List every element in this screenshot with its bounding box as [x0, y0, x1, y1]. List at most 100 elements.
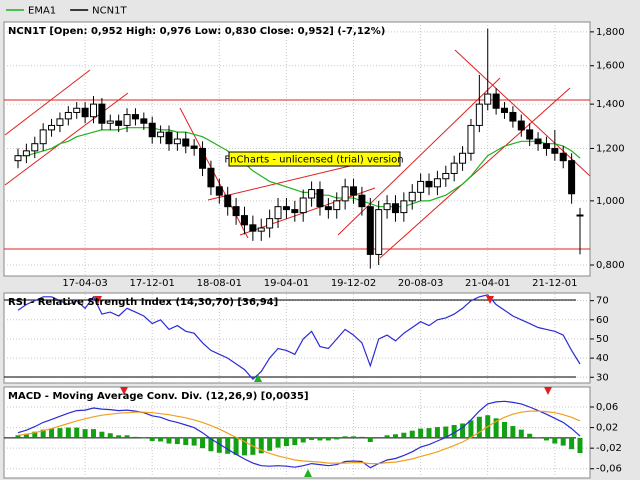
- y-tick-label: 0,06: [596, 402, 618, 413]
- histogram-bar: [141, 437, 147, 439]
- histogram-bar: [367, 437, 373, 442]
- candle-body: [56, 118, 64, 126]
- histogram-bar: [258, 437, 264, 454]
- candle-body: [299, 197, 307, 214]
- histogram-bar: [174, 437, 180, 445]
- x-tick-label: 19-04-01: [264, 278, 309, 289]
- histogram-bar: [560, 437, 566, 446]
- candle-body: [106, 120, 114, 124]
- candle-body: [408, 191, 416, 202]
- trend-line: [4, 69, 91, 136]
- legend: EMA1 NCN1T: [6, 6, 127, 17]
- series-line: [17, 410, 581, 465]
- histogram-bar: [418, 428, 424, 438]
- candle-body: [534, 138, 542, 145]
- buy-marker: [304, 469, 312, 477]
- candle-body: [350, 186, 358, 196]
- candle-body: [308, 189, 316, 199]
- histogram-bar: [15, 435, 21, 438]
- histogram-bar: [577, 437, 583, 454]
- candle-body: [467, 124, 475, 154]
- x-tick-label: 17-04-03: [62, 278, 107, 289]
- series-line: [18, 127, 581, 208]
- histogram-bar: [460, 423, 466, 438]
- histogram-bar: [200, 437, 206, 449]
- candle-body: [148, 122, 156, 138]
- candle-body: [249, 224, 257, 232]
- candle-body: [274, 206, 282, 220]
- histogram-bar: [292, 437, 298, 446]
- candle-body: [182, 138, 190, 147]
- y-tick-label: 30: [596, 372, 609, 383]
- x-tick-label: 19-12-02: [331, 278, 376, 289]
- histogram-bar: [283, 437, 289, 447]
- candle-body: [199, 147, 207, 169]
- candle-body: [48, 124, 56, 131]
- trend-line: [454, 49, 591, 177]
- histogram-bar: [267, 437, 273, 451]
- histogram-bar: [132, 436, 138, 438]
- trend-line: [239, 187, 376, 236]
- candle-body: [224, 194, 232, 208]
- histogram-bar: [65, 427, 71, 438]
- trend-line: [379, 87, 571, 259]
- candle-body: [14, 155, 22, 162]
- candle-body: [98, 103, 106, 124]
- sell-marker: [94, 296, 102, 304]
- candle-body: [568, 160, 576, 195]
- y-tick-label: -0,06: [596, 464, 622, 475]
- histogram-bar: [518, 429, 524, 438]
- x-tick-label: 21-04-01: [465, 278, 510, 289]
- trend-line: [4, 92, 129, 186]
- series-line: [17, 400, 581, 469]
- histogram-bar: [233, 437, 239, 455]
- candle-body: [501, 107, 509, 113]
- trend-line: [207, 159, 376, 201]
- candle-body: [526, 129, 534, 140]
- histogram-bar: [468, 420, 474, 438]
- histogram-bar: [57, 428, 63, 438]
- histogram-bar: [208, 437, 214, 452]
- candle-body: [324, 206, 332, 211]
- y-tick-label: -0,02: [596, 443, 622, 454]
- marks-layer: [4, 28, 584, 469]
- candle-body: [22, 150, 30, 157]
- histogram-bar: [32, 431, 38, 438]
- candle-body: [383, 203, 391, 211]
- candle-body: [39, 129, 47, 145]
- histogram-bar: [124, 435, 130, 438]
- price-panel: [3, 21, 591, 277]
- candle-body: [31, 143, 39, 152]
- candle-body: [157, 131, 165, 138]
- y-tick-label: 70: [596, 296, 609, 307]
- y-tick-label: 1,400: [596, 99, 625, 110]
- x-tick-label: 20-08-03: [398, 278, 443, 289]
- candle-body: [291, 209, 299, 214]
- histogram-bar: [166, 437, 172, 444]
- x-tick-label: 21-12-01: [532, 278, 577, 289]
- candle-body: [333, 200, 341, 211]
- histogram-bar: [359, 436, 365, 438]
- y-tick-label: 0,02: [596, 423, 618, 434]
- candle-body: [576, 214, 584, 217]
- candle-body: [165, 131, 173, 145]
- histogram-bar: [342, 436, 348, 438]
- candle-body: [425, 180, 433, 188]
- histogram-bar: [434, 427, 440, 438]
- histogram-bar: [443, 426, 449, 438]
- candle-body: [391, 203, 399, 214]
- candle-body: [433, 178, 441, 188]
- candle-body: [190, 145, 198, 149]
- legend-label: NCN1T: [92, 6, 127, 17]
- candle-body: [341, 186, 349, 202]
- candle-body: [442, 172, 450, 180]
- candle-body: [551, 147, 559, 154]
- candle-body: [123, 114, 131, 126]
- y-tick-label: 1,200: [596, 143, 625, 154]
- histogram-bar: [99, 431, 105, 438]
- candle-body: [517, 120, 525, 131]
- histogram-bar: [191, 437, 197, 446]
- candle-body: [559, 152, 567, 162]
- price-title: NCN1T [Open: 0,952 High: 0,976 Low: 0,83…: [8, 26, 385, 37]
